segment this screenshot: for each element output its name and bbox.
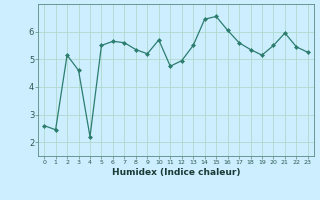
X-axis label: Humidex (Indice chaleur): Humidex (Indice chaleur)	[112, 168, 240, 177]
